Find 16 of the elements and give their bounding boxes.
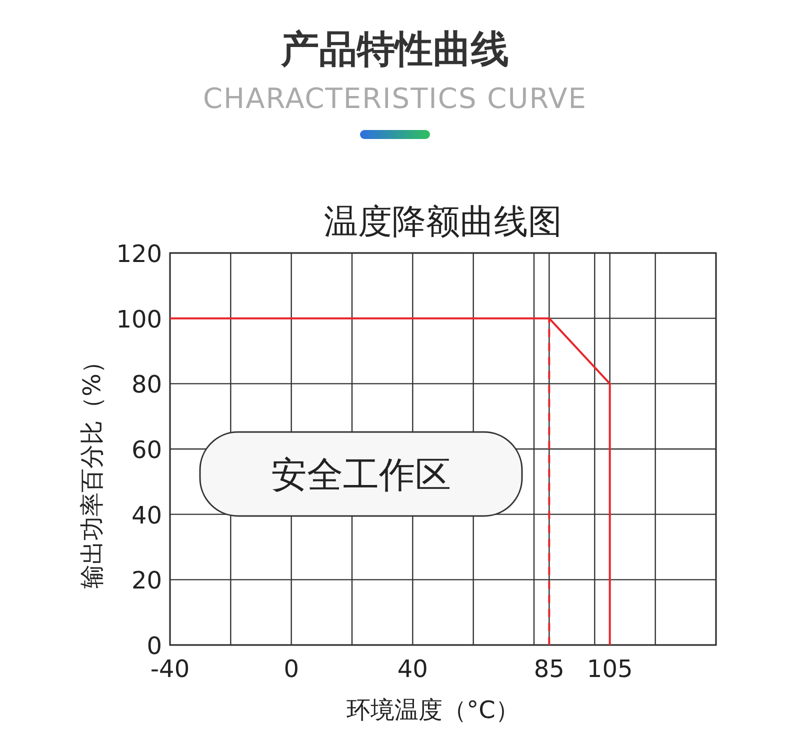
y-tick-label: 80 — [131, 370, 162, 399]
y-axis-title: 输出功率百分比（%） — [78, 350, 106, 588]
x-tick-label: 40 — [397, 655, 428, 683]
annotation: 安全工作区 — [271, 455, 451, 496]
chart-subtitle: CHARACTERISTICS CURVE — [203, 82, 587, 115]
x-tick-label: 85 — [534, 655, 564, 683]
y-tick-label: 120 — [116, 240, 162, 268]
y-tick-label: 100 — [116, 305, 162, 334]
chart-title: 产品特性曲线 — [280, 27, 509, 71]
y-tick-label: 60 — [131, 436, 162, 464]
x-tick-label: 105 — [586, 655, 633, 683]
text: 温度降额曲线图 — [324, 202, 562, 242]
y-tick-label: 20 — [131, 566, 162, 595]
y-tick-label: 40 — [131, 501, 162, 530]
x-axis-title: 环境温度（°C） — [346, 696, 520, 724]
x-tick-label: 0 — [284, 655, 299, 683]
